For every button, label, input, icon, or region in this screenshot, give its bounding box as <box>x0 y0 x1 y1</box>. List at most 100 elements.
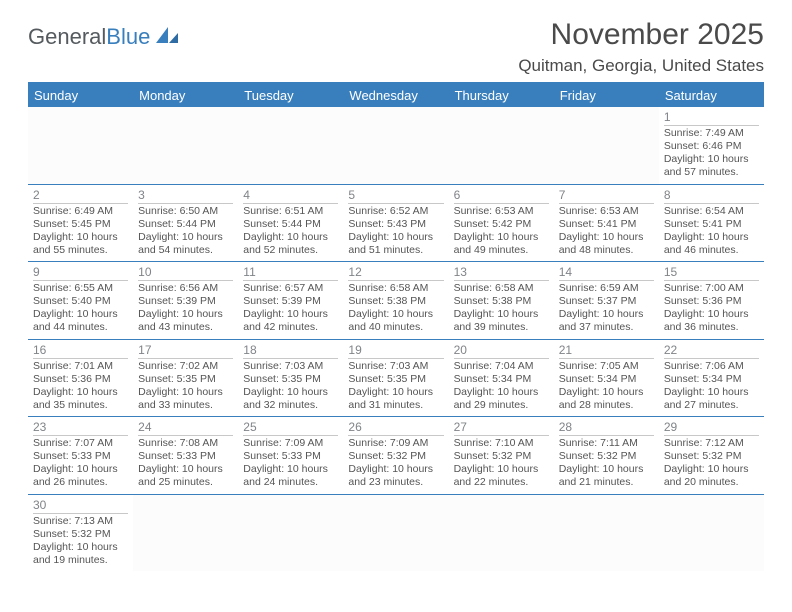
day-day1: Daylight: 10 hours <box>559 231 654 244</box>
day-sunset: Sunset: 5:44 PM <box>243 218 338 231</box>
day-number: 16 <box>33 343 128 359</box>
day-sunset: Sunset: 5:40 PM <box>33 295 128 308</box>
day-sunset: Sunset: 6:46 PM <box>664 140 759 153</box>
header: GeneralBlue November 2025 Quitman, Georg… <box>28 18 764 76</box>
day-day1: Daylight: 10 hours <box>664 231 759 244</box>
day-cell-blank <box>238 495 343 572</box>
day-cell-blank <box>554 495 659 572</box>
day-sunset: Sunset: 5:32 PM <box>559 450 654 463</box>
day-sunset: Sunset: 5:39 PM <box>243 295 338 308</box>
day-cell: 16Sunrise: 7:01 AMSunset: 5:36 PMDayligh… <box>28 340 133 417</box>
day-number: 1 <box>664 110 759 126</box>
day-day1: Daylight: 10 hours <box>138 231 233 244</box>
day-sunset: Sunset: 5:35 PM <box>138 373 233 386</box>
day-sunset: Sunset: 5:38 PM <box>454 295 549 308</box>
day-sunset: Sunset: 5:38 PM <box>348 295 443 308</box>
weekday-header: Thursday <box>449 84 554 107</box>
week-row: 2Sunrise: 6:49 AMSunset: 5:45 PMDaylight… <box>28 185 764 263</box>
day-day2: and 37 minutes. <box>559 321 654 334</box>
day-sunset: Sunset: 5:33 PM <box>138 450 233 463</box>
day-sunrise: Sunrise: 6:51 AM <box>243 205 338 218</box>
day-sunrise: Sunrise: 6:52 AM <box>348 205 443 218</box>
logo-text-general: General <box>28 24 106 50</box>
day-cell-blank <box>133 107 238 184</box>
day-day1: Daylight: 10 hours <box>243 308 338 321</box>
day-day2: and 42 minutes. <box>243 321 338 334</box>
week-row: 9Sunrise: 6:55 AMSunset: 5:40 PMDaylight… <box>28 262 764 340</box>
day-cell-blank <box>659 495 764 572</box>
day-cell: 28Sunrise: 7:11 AMSunset: 5:32 PMDayligh… <box>554 417 659 494</box>
day-sunrise: Sunrise: 7:00 AM <box>664 282 759 295</box>
day-number: 4 <box>243 188 338 204</box>
day-day2: and 52 minutes. <box>243 244 338 257</box>
day-number: 22 <box>664 343 759 359</box>
day-sunset: Sunset: 5:34 PM <box>664 373 759 386</box>
day-cell: 30Sunrise: 7:13 AMSunset: 5:32 PMDayligh… <box>28 495 133 572</box>
week-row: 23Sunrise: 7:07 AMSunset: 5:33 PMDayligh… <box>28 417 764 495</box>
day-cell: 14Sunrise: 6:59 AMSunset: 5:37 PMDayligh… <box>554 262 659 339</box>
day-day1: Daylight: 10 hours <box>33 541 128 554</box>
day-number: 25 <box>243 420 338 436</box>
day-sunset: Sunset: 5:33 PM <box>33 450 128 463</box>
day-cell: 15Sunrise: 7:00 AMSunset: 5:36 PMDayligh… <box>659 262 764 339</box>
calendar: SundayMondayTuesdayWednesdayThursdayFrid… <box>28 82 764 571</box>
week-row: 30Sunrise: 7:13 AMSunset: 5:32 PMDayligh… <box>28 495 764 572</box>
day-number: 17 <box>138 343 233 359</box>
day-day2: and 20 minutes. <box>664 476 759 489</box>
day-number: 30 <box>33 498 128 514</box>
day-sunrise: Sunrise: 7:09 AM <box>243 437 338 450</box>
day-sunrise: Sunrise: 6:53 AM <box>454 205 549 218</box>
day-day2: and 26 minutes. <box>33 476 128 489</box>
day-day2: and 40 minutes. <box>348 321 443 334</box>
day-number: 2 <box>33 188 128 204</box>
day-cell: 18Sunrise: 7:03 AMSunset: 5:35 PMDayligh… <box>238 340 343 417</box>
day-sunset: Sunset: 5:33 PM <box>243 450 338 463</box>
day-cell: 3Sunrise: 6:50 AMSunset: 5:44 PMDaylight… <box>133 185 238 262</box>
day-day2: and 48 minutes. <box>559 244 654 257</box>
day-sunset: Sunset: 5:44 PM <box>138 218 233 231</box>
day-sunrise: Sunrise: 7:05 AM <box>559 360 654 373</box>
day-cell: 6Sunrise: 6:53 AMSunset: 5:42 PMDaylight… <box>449 185 554 262</box>
day-day2: and 36 minutes. <box>664 321 759 334</box>
day-day2: and 23 minutes. <box>348 476 443 489</box>
day-day1: Daylight: 10 hours <box>664 308 759 321</box>
weekday-header: Wednesday <box>343 84 448 107</box>
day-sunrise: Sunrise: 6:50 AM <box>138 205 233 218</box>
day-day2: and 31 minutes. <box>348 399 443 412</box>
day-day1: Daylight: 10 hours <box>33 231 128 244</box>
day-number: 26 <box>348 420 443 436</box>
day-cell-blank <box>28 107 133 184</box>
day-cell: 4Sunrise: 6:51 AMSunset: 5:44 PMDaylight… <box>238 185 343 262</box>
day-sunrise: Sunrise: 7:04 AM <box>454 360 549 373</box>
day-number: 13 <box>454 265 549 281</box>
day-cell: 19Sunrise: 7:03 AMSunset: 5:35 PMDayligh… <box>343 340 448 417</box>
day-day1: Daylight: 10 hours <box>243 463 338 476</box>
day-number: 8 <box>664 188 759 204</box>
week-row: 1Sunrise: 7:49 AMSunset: 6:46 PMDaylight… <box>28 107 764 185</box>
weekday-header: Friday <box>554 84 659 107</box>
day-cell: 29Sunrise: 7:12 AMSunset: 5:32 PMDayligh… <box>659 417 764 494</box>
day-cell: 10Sunrise: 6:56 AMSunset: 5:39 PMDayligh… <box>133 262 238 339</box>
day-day1: Daylight: 10 hours <box>243 231 338 244</box>
day-sunrise: Sunrise: 7:01 AM <box>33 360 128 373</box>
day-cell: 13Sunrise: 6:58 AMSunset: 5:38 PMDayligh… <box>449 262 554 339</box>
location-subtitle: Quitman, Georgia, United States <box>518 56 764 76</box>
day-number: 6 <box>454 188 549 204</box>
day-sunset: Sunset: 5:42 PM <box>454 218 549 231</box>
day-day1: Daylight: 10 hours <box>454 386 549 399</box>
day-day2: and 25 minutes. <box>138 476 233 489</box>
day-day1: Daylight: 10 hours <box>664 386 759 399</box>
day-day1: Daylight: 10 hours <box>243 386 338 399</box>
day-cell: 22Sunrise: 7:06 AMSunset: 5:34 PMDayligh… <box>659 340 764 417</box>
day-cell-blank <box>343 495 448 572</box>
day-sunrise: Sunrise: 6:57 AM <box>243 282 338 295</box>
day-number: 9 <box>33 265 128 281</box>
day-sunrise: Sunrise: 7:07 AM <box>33 437 128 450</box>
day-number: 23 <box>33 420 128 436</box>
day-cell: 7Sunrise: 6:53 AMSunset: 5:41 PMDaylight… <box>554 185 659 262</box>
day-day1: Daylight: 10 hours <box>348 308 443 321</box>
day-number: 14 <box>559 265 654 281</box>
day-sunset: Sunset: 5:32 PM <box>348 450 443 463</box>
day-number: 19 <box>348 343 443 359</box>
day-sunset: Sunset: 5:39 PM <box>138 295 233 308</box>
